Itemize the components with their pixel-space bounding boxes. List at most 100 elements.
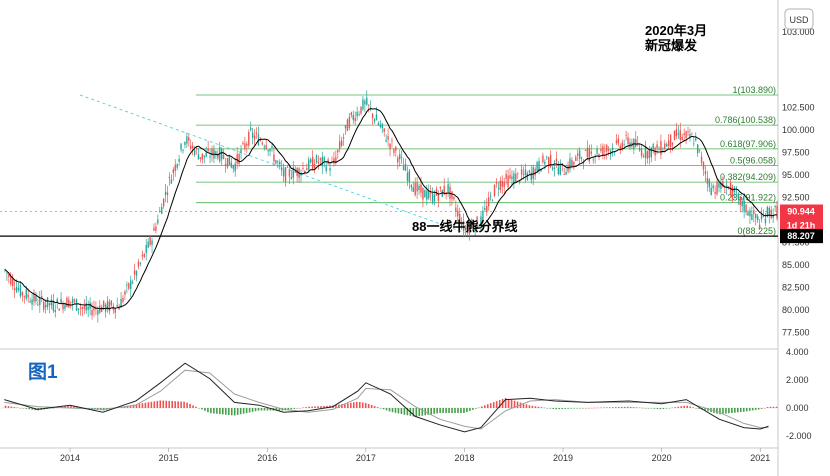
candle-body <box>710 187 712 196</box>
candle <box>52 293 55 313</box>
candle <box>153 223 155 232</box>
candle-body <box>302 168 304 169</box>
candle-body <box>695 138 697 141</box>
macd-histogram-bar <box>168 400 171 408</box>
candle <box>37 298 39 307</box>
macd-histogram-bar <box>19 407 22 409</box>
candle-body <box>650 147 652 158</box>
candle-body <box>627 137 629 144</box>
candle-body <box>679 130 681 140</box>
macd-histogram-bar <box>549 408 552 409</box>
candle <box>693 136 695 147</box>
candle-body <box>97 310 99 315</box>
candle-body <box>648 150 651 159</box>
macd-histogram-bar <box>513 400 516 408</box>
candle-body <box>747 211 749 216</box>
fib-level-label: 0.5(96.058) <box>730 155 776 165</box>
candle <box>42 299 45 313</box>
candle-body <box>578 150 581 159</box>
candle-body <box>70 301 72 303</box>
candle <box>83 299 86 315</box>
candle-body <box>52 301 55 311</box>
candle-body <box>25 289 27 299</box>
macd-histogram-bar <box>260 408 263 411</box>
candle-body <box>507 175 509 187</box>
macd-histogram-bar <box>189 403 191 408</box>
candle-body <box>106 300 109 310</box>
candle-body <box>414 182 416 196</box>
candle-body <box>484 207 486 210</box>
candle-body <box>727 186 730 188</box>
candle-body <box>133 270 136 275</box>
candle-body <box>623 144 625 146</box>
macd-histogram-bar <box>367 403 370 408</box>
candle-body <box>10 276 12 285</box>
candle-body <box>468 227 471 234</box>
candle <box>87 300 89 318</box>
macd-histogram-bar <box>216 408 218 414</box>
candle-body <box>232 165 234 169</box>
candle <box>619 143 621 155</box>
candle-body <box>85 303 87 311</box>
candle <box>458 207 461 230</box>
candle-body <box>698 149 701 151</box>
macd-histogram-bar <box>751 408 754 411</box>
macd-histogram-bar <box>88 408 90 409</box>
candle <box>31 293 33 310</box>
candle <box>350 111 353 118</box>
candle-body <box>503 181 505 188</box>
candle-body <box>619 145 621 150</box>
candle-body <box>567 165 569 172</box>
candle <box>151 237 153 253</box>
candle <box>147 238 149 249</box>
candle-body <box>153 227 155 231</box>
candle-body <box>344 125 347 129</box>
macd-histogram-bar <box>198 408 200 409</box>
candle <box>503 177 505 194</box>
macd-histogram-bar <box>22 408 25 409</box>
candle-body <box>716 181 718 195</box>
candle-body <box>184 141 186 146</box>
candle-body <box>240 149 242 154</box>
macd-histogram-bar <box>614 407 617 408</box>
candle <box>731 184 734 203</box>
macd-histogram-bar <box>728 408 730 414</box>
candle <box>29 297 31 304</box>
macd-histogram-bar <box>275 408 278 411</box>
candle <box>588 144 591 164</box>
candle-body <box>350 112 353 116</box>
macd-histogram-bar <box>76 406 78 408</box>
candle-body <box>155 226 157 231</box>
candle <box>10 272 12 287</box>
candle-body <box>480 216 482 227</box>
macd-histogram-bar <box>739 408 742 413</box>
macd-histogram-bar <box>239 408 242 415</box>
macd-histogram-bar <box>16 407 19 408</box>
macd-histogram-bar <box>195 406 197 408</box>
candle <box>437 190 440 208</box>
macd-histogram-bar <box>772 406 775 408</box>
macd-histogram-bar <box>543 407 546 409</box>
candle-body <box>501 180 503 187</box>
macd-histogram-bar <box>308 406 310 408</box>
candle <box>718 180 720 193</box>
macd-histogram-bar <box>293 408 296 409</box>
candle <box>406 166 409 186</box>
candle <box>706 170 709 192</box>
candle <box>640 143 643 159</box>
candle-body <box>399 154 401 160</box>
candle-body <box>640 149 643 156</box>
candle-body <box>404 163 407 171</box>
candle <box>667 133 670 149</box>
candle <box>453 195 455 202</box>
candle-body <box>368 104 370 106</box>
candle-body <box>319 158 322 160</box>
candle <box>279 159 281 170</box>
candle-body <box>348 116 351 128</box>
macd-histogram-bar <box>507 398 510 408</box>
currency-badge[interactable] <box>784 8 814 30</box>
moving-average <box>4 108 778 310</box>
candle <box>584 149 587 152</box>
macd-histogram-bar <box>144 402 147 408</box>
candle-body <box>373 119 376 122</box>
